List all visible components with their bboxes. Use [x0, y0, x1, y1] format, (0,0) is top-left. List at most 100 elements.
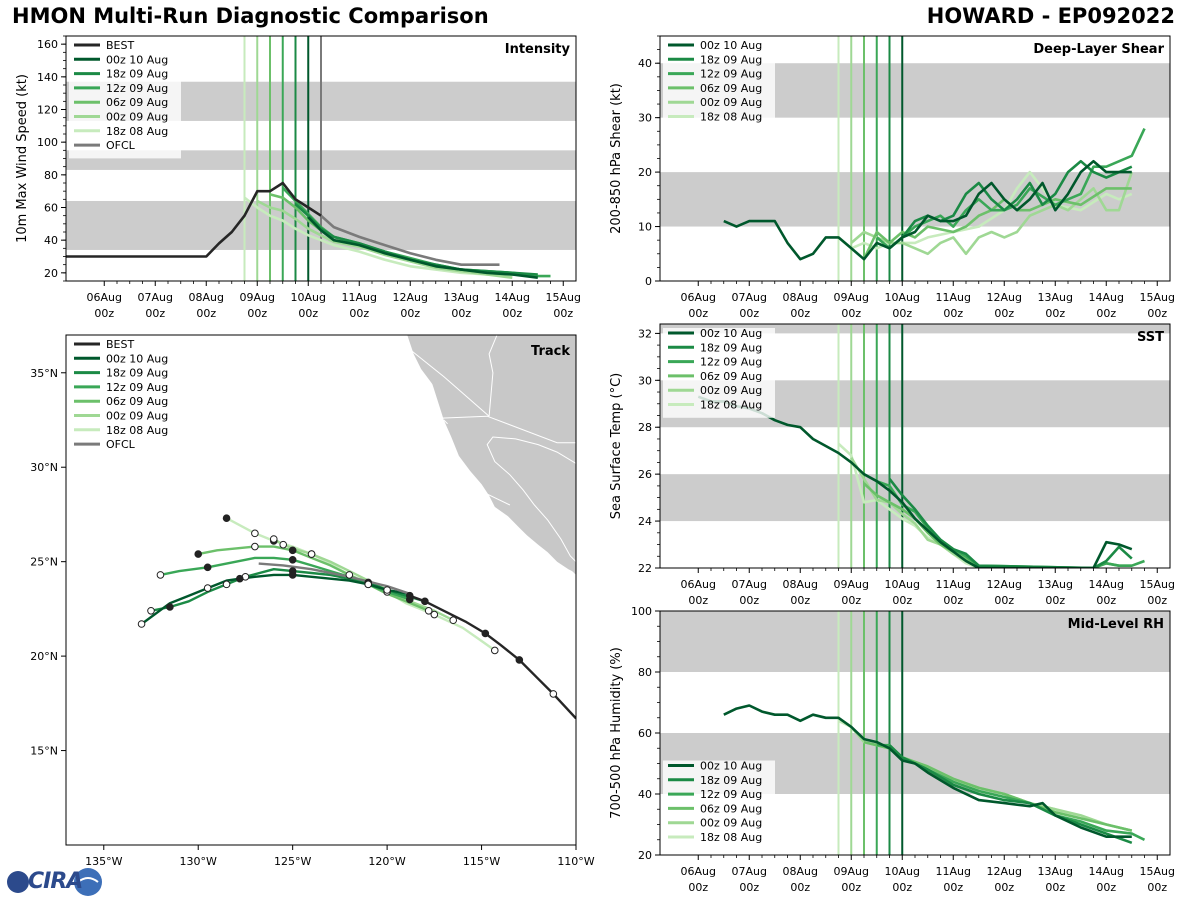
track-xtick-label: 110°W: [557, 855, 594, 868]
rh-legend-label: 18z 08 Aug: [700, 831, 762, 844]
sst-xtick-day: 10Aug: [885, 578, 920, 591]
track-point: [279, 540, 288, 549]
intensity-legend-label: 12z 09 Aug: [106, 82, 168, 95]
rh-xtick-day: 13Aug: [1038, 865, 1073, 878]
intensity-xtick-hour: 00z: [94, 307, 114, 320]
intensity-ytick-label: 60: [44, 202, 58, 215]
rh-legend-label: 00z 10 Aug: [700, 760, 762, 773]
sst-xtick-day: 14Aug: [1089, 578, 1124, 591]
shear-ylabel: 200-850 hPa Shear (kt): [609, 83, 624, 234]
sst-ytick-label: 28: [638, 421, 652, 434]
track-point: [549, 690, 558, 698]
intensity-series-r00z10: [307, 216, 538, 279]
intensity-xtick-hour: 00z: [349, 307, 369, 320]
sst-ytick-label: 32: [638, 327, 652, 340]
shear-ytick-label: 40: [638, 57, 652, 70]
rh-series-r00z10: [723, 704, 1132, 839]
sst-xtick-day: 12Aug: [987, 578, 1022, 591]
sst-legend-label: 00z 09 Aug: [700, 384, 762, 397]
shear-xtick-hour: 00z: [892, 307, 912, 320]
rh-ytick-label: 40: [638, 788, 652, 801]
intensity-ylabel: 10m Max Wind Speed (kt): [15, 74, 30, 243]
sst-plot-area: [660, 324, 1170, 568]
track-point: [194, 550, 203, 558]
shear-xtick-day: 13Aug: [1038, 291, 1073, 304]
shear-xtick-day: 11Aug: [936, 291, 971, 304]
track-point: [424, 606, 433, 615]
shear-xtick-day: 15Aug: [1140, 291, 1175, 304]
sst-xtick-day: 09Aug: [834, 578, 869, 591]
track-point: [383, 586, 391, 594]
shear-xtick-hour: 00z: [1147, 307, 1167, 320]
intensity-legend-label: 00z 09 Aug: [106, 111, 168, 124]
sst-series-r18z09: [888, 478, 1133, 568]
sst-xtick-hour: 00z: [1096, 594, 1116, 607]
sst-band: [660, 474, 1170, 522]
track-ytick-label: 35°N: [30, 367, 58, 380]
sst-xtick-day: 11Aug: [936, 578, 971, 591]
intensity-xtick-day: 06Aug: [87, 291, 122, 304]
shear-xtick-day: 09Aug: [834, 291, 869, 304]
track-legend-label: OFCL: [106, 438, 136, 451]
shear-chart: 0 10 20 30 40 06Aug 00z 07Aug 00z 08Aug 00z 09Aug 00…: [609, 35, 1175, 320]
intensity-xtick-day: 12Aug: [393, 291, 428, 304]
track-point: [222, 580, 231, 589]
shear-xtick-hour: 00z: [943, 307, 963, 320]
shear-xtick-day: 10Aug: [885, 291, 920, 304]
intensity-xtick-hour: 00z: [553, 307, 573, 320]
track-xtick-label: 130°W: [180, 855, 217, 868]
rh-xtick-hour: 00z: [1045, 881, 1065, 894]
intensity-ytick-label: 80: [44, 169, 58, 182]
track-ytick-label: 30°N: [30, 461, 58, 474]
shear-series-r00z10: [723, 159, 1132, 261]
rh-xtick-hour: 00z: [1147, 881, 1167, 894]
track-legend-label: 00z 09 Aug: [106, 410, 168, 423]
track-point: [449, 616, 458, 625]
track-point: [481, 629, 490, 638]
intensity-series-BEST: [66, 181, 322, 258]
intensity-xtick-day: 14Aug: [495, 291, 530, 304]
intensity-xtick-hour: 00z: [298, 307, 318, 320]
main-title: HMON Multi-Run Diagnostic Comparison: [12, 4, 489, 28]
shear-ytick-label: 0: [645, 275, 652, 288]
track-border: [443, 419, 448, 425]
sst-xtick-hour: 00z: [841, 594, 861, 607]
shear-xtick-day: 14Aug: [1089, 291, 1124, 304]
track-border: [462, 481, 511, 506]
rh-xtick-hour: 00z: [943, 881, 963, 894]
rh-xtick-hour: 00z: [739, 881, 759, 894]
track-border: [486, 436, 576, 563]
sst-xtick-day: 08Aug: [783, 578, 818, 591]
intensity-xtick-day: 07Aug: [138, 291, 173, 304]
shear-xtick-hour: 00z: [688, 307, 708, 320]
sst-xtick-hour: 00z: [790, 594, 810, 607]
track-point: [251, 542, 259, 551]
track-legend-label: 18z 08 Aug: [106, 424, 168, 437]
rh-ylabel: 700-500 hPa Humidity (%): [609, 647, 624, 819]
intensity-legend-label: BEST: [106, 39, 134, 52]
track-ytick-label: 20°N: [30, 650, 58, 663]
rh-xtick-day: 15Aug: [1140, 865, 1175, 878]
track-legend-label: 00z 10 Aug: [106, 352, 168, 365]
shear-legend-label: 06z 09 Aug: [700, 82, 762, 95]
sst-legend-bg: [663, 328, 775, 418]
rh-xtick-day: 06Aug: [681, 865, 716, 878]
track-ytick-label: 15°N: [30, 745, 58, 758]
intensity-legend-label: 18z 08 Aug: [106, 125, 168, 138]
rh-xtick-day: 11Aug: [936, 865, 971, 878]
track-xtick-label: 120°W: [368, 855, 405, 868]
rh-ytick-label: 80: [638, 666, 652, 679]
sst-ytick-label: 30: [638, 374, 652, 387]
sst-ylabel: Sea Surface Temp (°C): [609, 373, 624, 520]
track-point: [235, 574, 244, 583]
track-border: [391, 335, 490, 417]
rh-legend-label: 18z 09 Aug: [700, 774, 762, 787]
track-point: [490, 646, 499, 655]
sst-band: [660, 324, 1170, 334]
intensity-xtick-hour: 00z: [145, 307, 165, 320]
shear-legend-label: 00z 09 Aug: [700, 96, 762, 109]
rh-xtick-day: 14Aug: [1089, 865, 1124, 878]
shear-ytick-label: 20: [638, 166, 652, 179]
